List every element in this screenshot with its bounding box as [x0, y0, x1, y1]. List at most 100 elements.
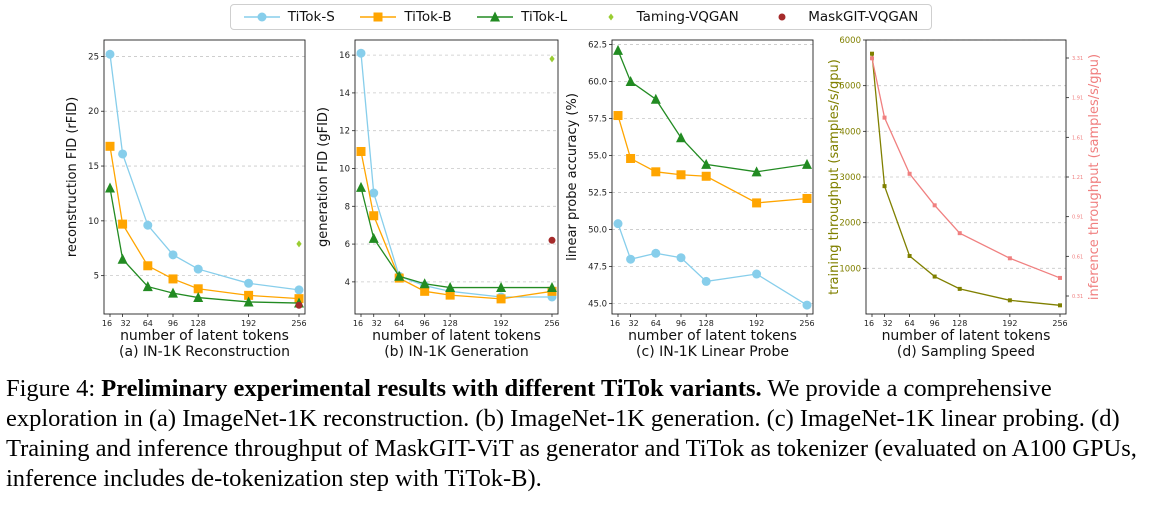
data-point	[369, 188, 379, 198]
reference-point	[549, 55, 555, 63]
data-point	[445, 290, 455, 300]
chart-title: (c) IN-1K Linear Probe	[636, 344, 789, 360]
data-point	[613, 219, 623, 229]
data-point	[244, 290, 254, 300]
xtick-label: 192	[493, 319, 508, 328]
reference-point	[548, 236, 556, 244]
legend-marker	[257, 12, 267, 22]
series-line	[617, 115, 808, 204]
xtick-label: 96	[168, 319, 178, 328]
y-axis-label: reconstruction FID (rFID)	[65, 97, 80, 257]
xtick-label: 16	[102, 319, 112, 328]
legend-item: MaskGIT-VQGAN	[764, 9, 918, 25]
series-line	[871, 58, 1061, 279]
data-point	[168, 287, 178, 298]
caption-bold: Preliminary experimental results with di…	[101, 375, 762, 402]
legend-label: TiTok-B	[404, 9, 452, 25]
legend-item: Taming-VQGAN	[593, 9, 739, 25]
legend-label: TiTok-L	[521, 9, 568, 25]
data-point	[168, 274, 178, 284]
data-point	[651, 167, 661, 177]
data-point	[1058, 303, 1062, 308]
chart-panel: 1000 2000 3000 4000 5000 6000 16 32 64 96 128 192 25…	[827, 36, 1102, 360]
ytick-label: 45.0	[588, 300, 607, 310]
ytick-label: 5	[94, 272, 99, 282]
legend-marker	[373, 12, 383, 22]
ytick-label: 4	[345, 278, 350, 288]
chart-legend: TiTok-S TiTok-B TiTok-L Taming-VQGAN MaskGIT…	[230, 4, 932, 30]
data-point	[613, 111, 623, 121]
data-point	[752, 269, 762, 279]
data-point	[651, 248, 661, 258]
data-point	[193, 284, 203, 294]
data-point	[932, 274, 937, 279]
axes-frame	[611, 39, 814, 315]
ytick-label: 5000	[839, 82, 861, 92]
y-axis-label: generation FID (gFID)	[316, 107, 331, 247]
data-point	[1007, 298, 1012, 303]
data-point	[143, 220, 153, 230]
xtick-label: 64	[651, 319, 661, 328]
data-point	[168, 250, 178, 260]
y-axis-label: linear probe accuracy (%)	[565, 93, 580, 261]
chart-title: (b) IN-1K Generation	[384, 344, 529, 360]
data-point	[193, 264, 203, 274]
axes-frame	[103, 39, 306, 315]
ytick-label: 60.0	[588, 77, 607, 87]
legend-label: MaskGIT-VQGAN	[808, 9, 919, 25]
data-point	[957, 286, 962, 291]
ytick-label: 4000	[839, 127, 861, 137]
y2-axis-label: inference throughput (samples/s/gpu)	[1087, 54, 1102, 300]
xtick-label: 128	[442, 319, 457, 328]
series-line	[871, 53, 1061, 306]
data-point	[118, 149, 128, 159]
xtick-label: 16	[864, 319, 874, 328]
data-point	[244, 278, 254, 288]
ytick2-label: 1.91	[1072, 96, 1083, 102]
chart-title: (a) IN-1K Reconstruction	[119, 344, 290, 360]
ytick-label: 25	[88, 52, 99, 62]
ytick2-label: 1.61	[1072, 135, 1083, 141]
ytick-label: 6	[345, 240, 350, 250]
data-point	[676, 170, 686, 180]
xtick-label: 64	[905, 319, 915, 328]
data-point	[105, 141, 115, 151]
ytick-label: 16	[339, 51, 350, 61]
ytick-label: 1000	[839, 264, 861, 274]
data-point	[394, 270, 405, 281]
x-axis-label: number of latent tokens	[628, 328, 797, 344]
data-point	[870, 51, 874, 56]
data-point	[105, 49, 115, 59]
data-point	[676, 253, 686, 263]
caption-prefix: Figure 4:	[6, 375, 102, 402]
legend-swatch	[608, 13, 614, 21]
xtick-label: 32	[629, 319, 639, 328]
data-point	[907, 171, 912, 176]
xtick-label: 256	[544, 319, 559, 328]
data-point	[117, 253, 128, 264]
series-line	[360, 151, 553, 300]
data-point	[701, 276, 711, 286]
data-point	[626, 254, 636, 264]
data-point	[356, 48, 366, 58]
reference-point	[296, 240, 302, 248]
legend-swatch	[360, 12, 397, 22]
data-point	[613, 44, 623, 55]
series-line	[617, 50, 808, 173]
data-point	[907, 254, 912, 259]
ytick2-label: 0.61	[1072, 254, 1083, 260]
x-axis-label: number of latent tokens	[120, 328, 289, 344]
xtick-label: 96	[420, 319, 430, 328]
legend-swatch	[477, 11, 514, 22]
data-point	[496, 294, 506, 304]
data-point	[547, 282, 557, 293]
ytick-label: 62.5	[588, 40, 607, 50]
xtick-label: 16	[353, 319, 363, 328]
xtick-label: 128	[191, 319, 206, 328]
xtick-label: 256	[799, 319, 814, 328]
ytick-label: 8	[345, 202, 350, 212]
x-axis-label: number of latent tokens	[372, 328, 541, 344]
ytick2-label: 1.21	[1072, 175, 1083, 181]
data-point	[870, 56, 874, 61]
